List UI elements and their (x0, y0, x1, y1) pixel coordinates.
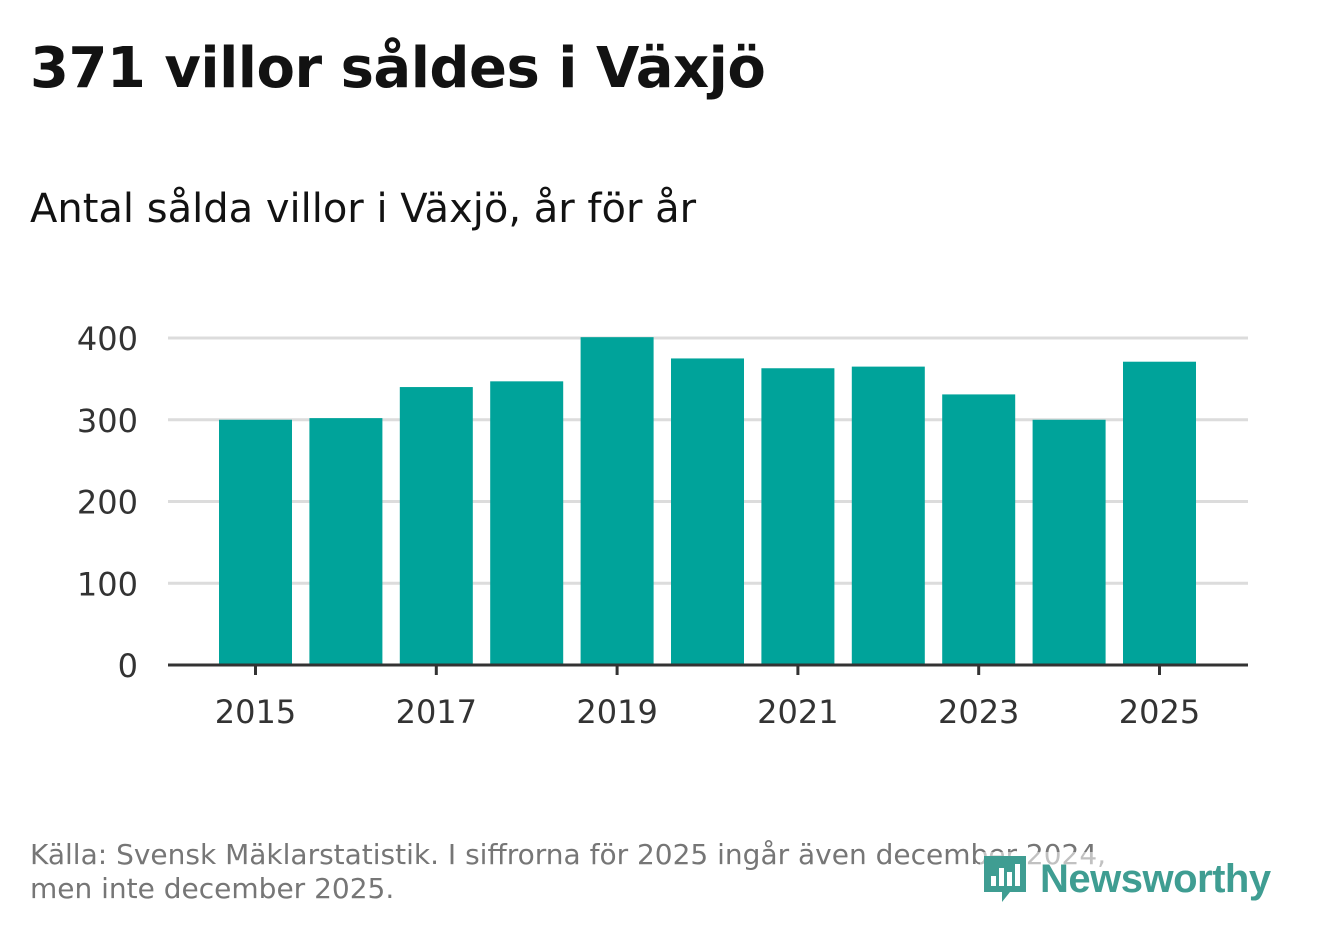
x-tick-label: 2017 (396, 693, 477, 731)
source-line-1: Källa: Svensk Mäklarstatistik. I siffror… (30, 838, 1107, 871)
bar-2017 (399, 387, 473, 665)
bar-2021 (761, 368, 835, 665)
source-line-2: men inte december 2025. (30, 872, 395, 905)
newsworthy-logo-icon (984, 856, 1026, 902)
bar-2019 (580, 337, 654, 665)
bar-2018 (490, 381, 564, 665)
y-tick-label: 100 (77, 565, 138, 603)
y-tick-label: 300 (77, 402, 138, 440)
y-tick-label: 200 (77, 484, 138, 522)
logo-wordmark: Newsworthy (1040, 856, 1271, 901)
source-note: Källa: Svensk Mäklarstatistik. I siffror… (30, 838, 1230, 906)
x-tick-label: 2015 (215, 693, 296, 731)
bar-2025 (1123, 361, 1196, 665)
x-tick-label: 2021 (757, 693, 838, 731)
x-tick-label: 2025 (1119, 693, 1200, 731)
bar-chart: 0 100 200 300 400 2015 2017 2019 2021 2023 2025 (77, 320, 1248, 731)
bars (219, 337, 1196, 665)
y-tick-label: 0 (118, 647, 138, 685)
x-tick-label: 2023 (938, 693, 1019, 731)
bar-2024 (1032, 419, 1106, 665)
chart-headline: 371 villor såldes i Växjö (30, 36, 766, 101)
y-tick-label: 400 (77, 320, 138, 358)
bar-2016 (309, 418, 383, 665)
axes: 0 100 200 300 400 2015 2017 2019 2021 2023 2025 (77, 320, 1248, 731)
chart-subtitle: Antal sålda villor i Växjö, år för år (30, 186, 697, 232)
bar-2020 (671, 358, 744, 665)
x-tick-label: 2019 (576, 693, 657, 731)
bar-2023 (942, 394, 1016, 665)
bar-2022 (851, 366, 925, 665)
bar-2015 (219, 419, 292, 665)
newsworthy-logo: Newsworthy (980, 852, 1271, 906)
